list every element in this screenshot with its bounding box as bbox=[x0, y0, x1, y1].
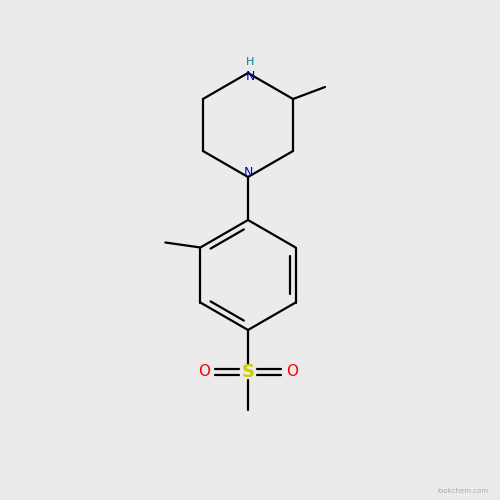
Text: N: N bbox=[246, 70, 254, 84]
Text: O: O bbox=[198, 364, 210, 380]
Text: N: N bbox=[244, 166, 252, 179]
Text: S: S bbox=[242, 363, 254, 381]
Text: lookchem.com: lookchem.com bbox=[437, 488, 488, 494]
Text: H: H bbox=[246, 57, 254, 67]
Text: O: O bbox=[286, 364, 298, 380]
